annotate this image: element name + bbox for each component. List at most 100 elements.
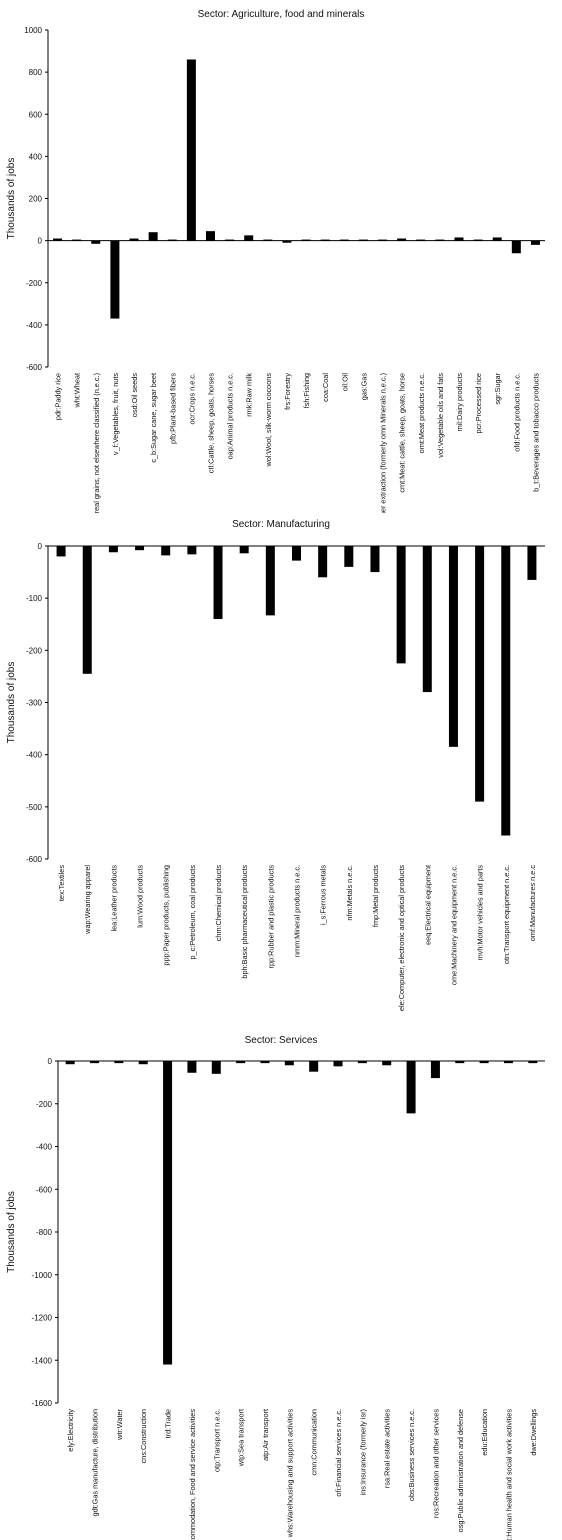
bar-manufacturing (187, 546, 197, 555)
bar-agriculture (320, 239, 330, 241)
bar-services (65, 1061, 75, 1065)
bar-agriculture (72, 239, 82, 241)
bar-services (455, 1061, 465, 1064)
bar-agriculture (397, 238, 407, 241)
bar-manufacturing (527, 546, 537, 580)
bar-manufacturing (448, 546, 458, 747)
y-tick-label: -600 (36, 1185, 53, 1194)
y-tick-label: 600 (29, 110, 43, 119)
bar-services (357, 1061, 367, 1064)
y-tick-label: -400 (36, 1143, 53, 1152)
bar-services (260, 1061, 270, 1064)
bar-agriculture (492, 237, 502, 241)
bar-manufacturing (501, 546, 511, 836)
bar-services (284, 1061, 294, 1066)
x-category-label: wol:Wool, silk-worm cocoons (264, 373, 273, 468)
y-tick-label: -1200 (32, 1314, 53, 1323)
x-category-label: edu:Education (480, 1409, 489, 1456)
bar-agriculture (339, 239, 349, 241)
bar-agriculture (53, 238, 63, 241)
x-category-label: otp:Transport n.e.c. (212, 1409, 221, 1472)
x-category-label: chm:Chemical products (214, 865, 223, 942)
y-tick-label: -600 (26, 855, 43, 864)
bar-agriculture (301, 239, 311, 241)
bar-manufacturing (475, 546, 485, 802)
y-axis-label: Thousands of jobs (6, 1191, 17, 1273)
x-category-label: pcr:Processed rice (474, 373, 483, 433)
x-category-label: wtr:Water (115, 1408, 124, 1441)
y-tick-label: -100 (26, 594, 43, 603)
x-category-label: frs:Forestry (283, 373, 292, 410)
y-tick-label: -1600 (32, 1399, 53, 1408)
bar-services (382, 1061, 392, 1066)
x-category-label: omt:Meat products n.e.c. (417, 373, 426, 453)
x-category-label: oap:Animal products n.e.c. (226, 373, 235, 459)
y-tick-label: -300 (26, 699, 43, 708)
bar-services (163, 1061, 173, 1365)
x-category-label: rpp:Rubber and plastic products (266, 865, 275, 969)
x-category-label: lum:Wood products (136, 865, 145, 928)
bar-agriculture (225, 239, 235, 241)
x-category-label: oxt:Other extraction (formerly omn Miner… (379, 373, 388, 513)
bar-manufacturing (213, 546, 223, 620)
x-category-label: ofd:Food products n.e.c. (512, 373, 521, 452)
bar-services (503, 1061, 513, 1064)
x-category-label: wap:Wearing apparel (83, 865, 92, 935)
x-category-label: oil:Oil (340, 373, 349, 392)
x-category-label: fsh:Fishing (302, 373, 311, 408)
x-category-label: tex:Textiles (57, 865, 66, 901)
x-category-label: gdt:Gas manufacture, distribution (91, 1409, 100, 1516)
bar-manufacturing (422, 546, 432, 693)
bar-services (211, 1061, 221, 1074)
bar-agriculture (530, 240, 540, 245)
x-category-label: v_f:Vegetables, fruit, nuts (111, 373, 120, 455)
bar-agriculture (416, 239, 426, 241)
y-tick-label: -200 (26, 646, 43, 655)
chart-services: Sector: Services Thousands of jobs 0 -200 -4… (6, 1035, 545, 1540)
x-category-label: omf:Manufactures n.e.c (528, 865, 537, 942)
x-category-label: ins:Insurance (formerly isr) (358, 1409, 367, 1495)
bar-services (333, 1061, 343, 1067)
bar-agriculture (435, 239, 445, 241)
y-tick-label: 400 (29, 152, 43, 161)
x-category-label: lea:Leather products (109, 865, 118, 932)
x-category-label: i_s:Ferrous metals (319, 865, 328, 925)
x-category-label: eeq:Electrical equipment (423, 865, 432, 945)
y-tick-label: -200 (36, 1100, 53, 1109)
y-tick-label: 800 (29, 68, 43, 77)
bar-agriculture (186, 59, 196, 241)
x-category-label: nmm:Mineral products n.e.c. (293, 865, 302, 957)
bar-manufacturing (344, 546, 354, 567)
bar-services (187, 1061, 197, 1073)
x-category-label: obs:Business services n.e.c. (407, 1409, 416, 1501)
x-category-label: ctl:Cattle, sheep, goats, horses (206, 373, 215, 474)
y-axis-label: Thousands of jobs (6, 662, 17, 744)
y-tick-label: -200 (26, 279, 43, 288)
x-category-label: wtp:Sea transport (237, 1409, 246, 1467)
bar-services (236, 1061, 246, 1064)
bar-agriculture (205, 231, 215, 241)
bar-services (309, 1061, 319, 1072)
y-axis-label: Thousands of jobs (6, 158, 17, 240)
x-category-label: whs:Warehousing and support activities (285, 1409, 294, 1539)
x-category-label: ocr:Crops n.e.c. (187, 373, 196, 425)
x-category-label: gas:Gas (359, 373, 368, 401)
bar-services (138, 1061, 148, 1065)
bar-agriculture (511, 240, 521, 254)
x-category-label: coa:Coal (321, 373, 330, 402)
bar-services (90, 1061, 100, 1064)
bar-agriculture (129, 238, 139, 241)
bar-manufacturing (292, 546, 301, 561)
x-category-label: nfm:Metals n.e.c. (345, 865, 354, 921)
chart-manufacturing: Sector: Manufacturing Thousands of jobs 0 -… (6, 519, 545, 1011)
x-category-label: ofi:Financial services n.e.c. (334, 1409, 343, 1497)
y-tick-label: -800 (36, 1228, 53, 1237)
x-category-label: ele:Computer, electronic and optical pro… (397, 865, 406, 1011)
bar-agriculture (263, 239, 273, 241)
bar-services (114, 1061, 124, 1064)
x-category-label: mil:Dairy products (455, 373, 464, 432)
bar-agriculture (378, 239, 388, 241)
bar-agriculture (167, 239, 177, 241)
x-category-label: ros:Recreation and other services (431, 1409, 440, 1518)
